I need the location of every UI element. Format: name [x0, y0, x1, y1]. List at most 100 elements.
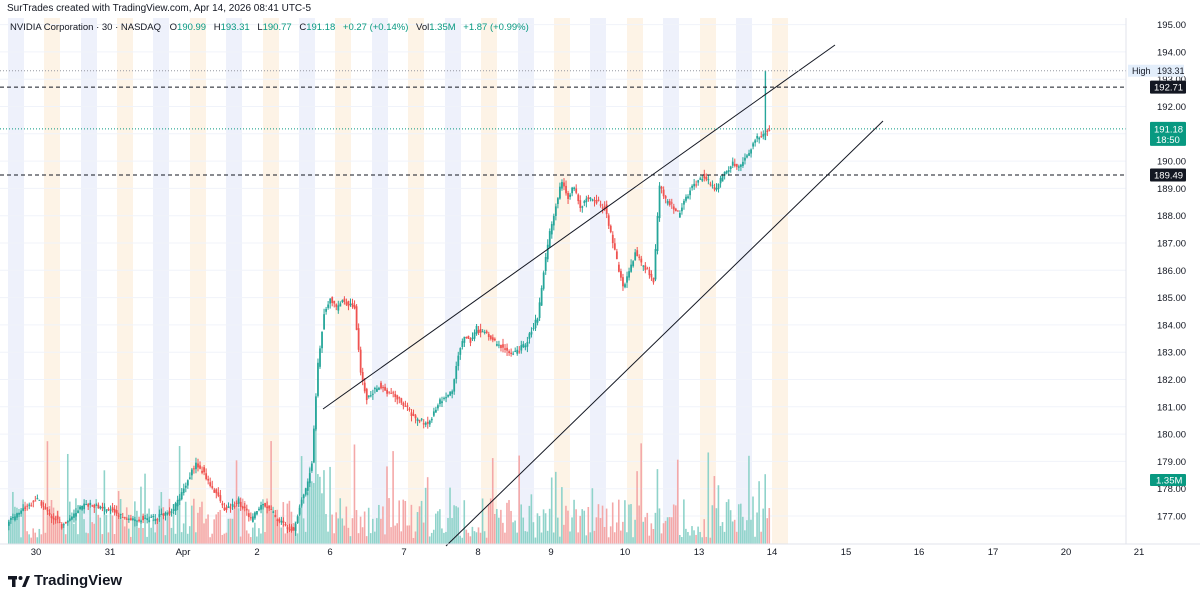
volume-bar[interactable] [540, 532, 543, 544]
volume-bar[interactable] [750, 519, 752, 544]
candle-body[interactable] [258, 508, 260, 511]
candle-body[interactable] [563, 182, 565, 187]
volume-bar[interactable] [256, 536, 258, 544]
candle-body[interactable] [744, 157, 746, 161]
volume-bar[interactable] [221, 534, 224, 544]
volume-bar[interactable] [725, 502, 728, 544]
volume-bar[interactable] [679, 534, 681, 544]
candle-body[interactable] [709, 183, 712, 185]
candle-body[interactable] [247, 513, 250, 518]
candle-body[interactable] [186, 480, 189, 486]
volume-bar[interactable] [740, 503, 742, 544]
volume-bar[interactable] [534, 537, 537, 544]
volume-bar[interactable] [599, 518, 602, 544]
volume-bar[interactable] [554, 471, 557, 544]
candle-body[interactable] [504, 348, 506, 350]
candle-body[interactable] [107, 508, 110, 511]
candle-body[interactable] [658, 185, 661, 219]
volume-bar[interactable] [286, 503, 289, 544]
candle-body[interactable] [256, 510, 258, 515]
volume-bar[interactable] [79, 506, 81, 544]
candle-body[interactable] [304, 488, 307, 495]
candle-body[interactable] [272, 511, 275, 513]
candle-body[interactable] [101, 507, 104, 509]
volume-bar[interactable] [709, 537, 712, 544]
candle-body[interactable] [164, 512, 167, 516]
candle-body[interactable] [343, 298, 346, 302]
candle-body[interactable] [522, 343, 525, 348]
candle-body[interactable] [471, 337, 474, 340]
volume-bar[interactable] [650, 523, 653, 544]
candle-body[interactable] [526, 341, 529, 347]
volume-bar[interactable] [335, 512, 337, 544]
volume-bar[interactable] [646, 512, 649, 544]
candle-body[interactable] [571, 187, 574, 194]
volume-bar[interactable] [723, 531, 726, 544]
volume-bar[interactable] [310, 481, 313, 544]
volume-bar[interactable] [127, 528, 130, 544]
candle-body[interactable] [274, 514, 277, 518]
volume-bar[interactable] [640, 443, 642, 544]
candle-body[interactable] [199, 465, 201, 469]
candle-body[interactable] [52, 517, 55, 520]
candle-body[interactable] [125, 518, 128, 520]
volume-bar[interactable] [579, 515, 581, 544]
candle-body[interactable] [113, 508, 116, 513]
candle-body[interactable] [229, 507, 232, 509]
candle-body[interactable] [87, 504, 90, 507]
candle-body[interactable] [174, 503, 177, 511]
volume-bar[interactable] [75, 498, 77, 544]
volume-bar[interactable] [514, 520, 516, 544]
volume-bar[interactable] [459, 535, 461, 544]
volume-bar[interactable] [34, 532, 37, 544]
candle-body[interactable] [363, 382, 366, 392]
candle-body[interactable] [16, 513, 18, 518]
candle-body[interactable] [758, 137, 761, 140]
candle-body[interactable] [109, 509, 112, 511]
volume-bar[interactable] [510, 510, 512, 544]
volume-bar[interactable] [231, 518, 234, 544]
candle-body[interactable] [577, 194, 580, 202]
candle-body[interactable] [302, 494, 305, 499]
volume-bar[interactable] [634, 519, 636, 544]
candle-body[interactable] [408, 408, 411, 410]
candle-body[interactable] [30, 505, 33, 507]
volume-bar[interactable] [115, 513, 118, 544]
volume-bar[interactable] [107, 532, 110, 544]
candle-body[interactable] [115, 510, 118, 514]
volume-bar[interactable] [632, 537, 634, 544]
volume-bar[interactable] [144, 473, 146, 544]
candle-body[interactable] [75, 513, 77, 517]
candle-body[interactable] [376, 388, 378, 392]
candle-body[interactable] [756, 136, 759, 139]
candle-body[interactable] [733, 163, 736, 166]
price-axis[interactable]: 177.00 178.00 179.00 180.00 181.00 182.00 183.… [1157, 20, 1186, 522]
candle-body[interactable] [603, 206, 606, 210]
candle-body[interactable] [585, 198, 588, 203]
candle-body[interactable] [721, 175, 724, 182]
candle-body[interactable] [166, 512, 169, 514]
candle-body[interactable] [308, 473, 311, 484]
candle-body[interactable] [493, 338, 496, 341]
candle-body[interactable] [420, 418, 423, 420]
volume-bar[interactable] [577, 532, 579, 544]
candle-body[interactable] [323, 314, 325, 330]
volume-bar[interactable] [150, 527, 152, 544]
tradingview-footer[interactable]: TradingView [8, 572, 122, 590]
volume-bar[interactable] [20, 537, 22, 544]
volume-bar[interactable] [754, 536, 756, 544]
volume-bar[interactable] [699, 531, 701, 544]
candle-body[interactable] [599, 204, 602, 206]
volume-bar[interactable] [567, 510, 569, 544]
volume-bar[interactable] [636, 471, 638, 544]
volume-bar[interactable] [760, 531, 762, 544]
volume-bar[interactable] [355, 510, 358, 544]
candle-body[interactable] [62, 524, 65, 526]
volume-bar[interactable] [174, 533, 177, 544]
volume-bar[interactable] [654, 512, 657, 544]
volume-bar[interactable] [530, 494, 533, 544]
volume-bar[interactable] [101, 534, 104, 544]
volume-bar[interactable] [398, 500, 400, 544]
volume-bar[interactable] [46, 441, 49, 544]
candle-body[interactable] [162, 513, 165, 517]
